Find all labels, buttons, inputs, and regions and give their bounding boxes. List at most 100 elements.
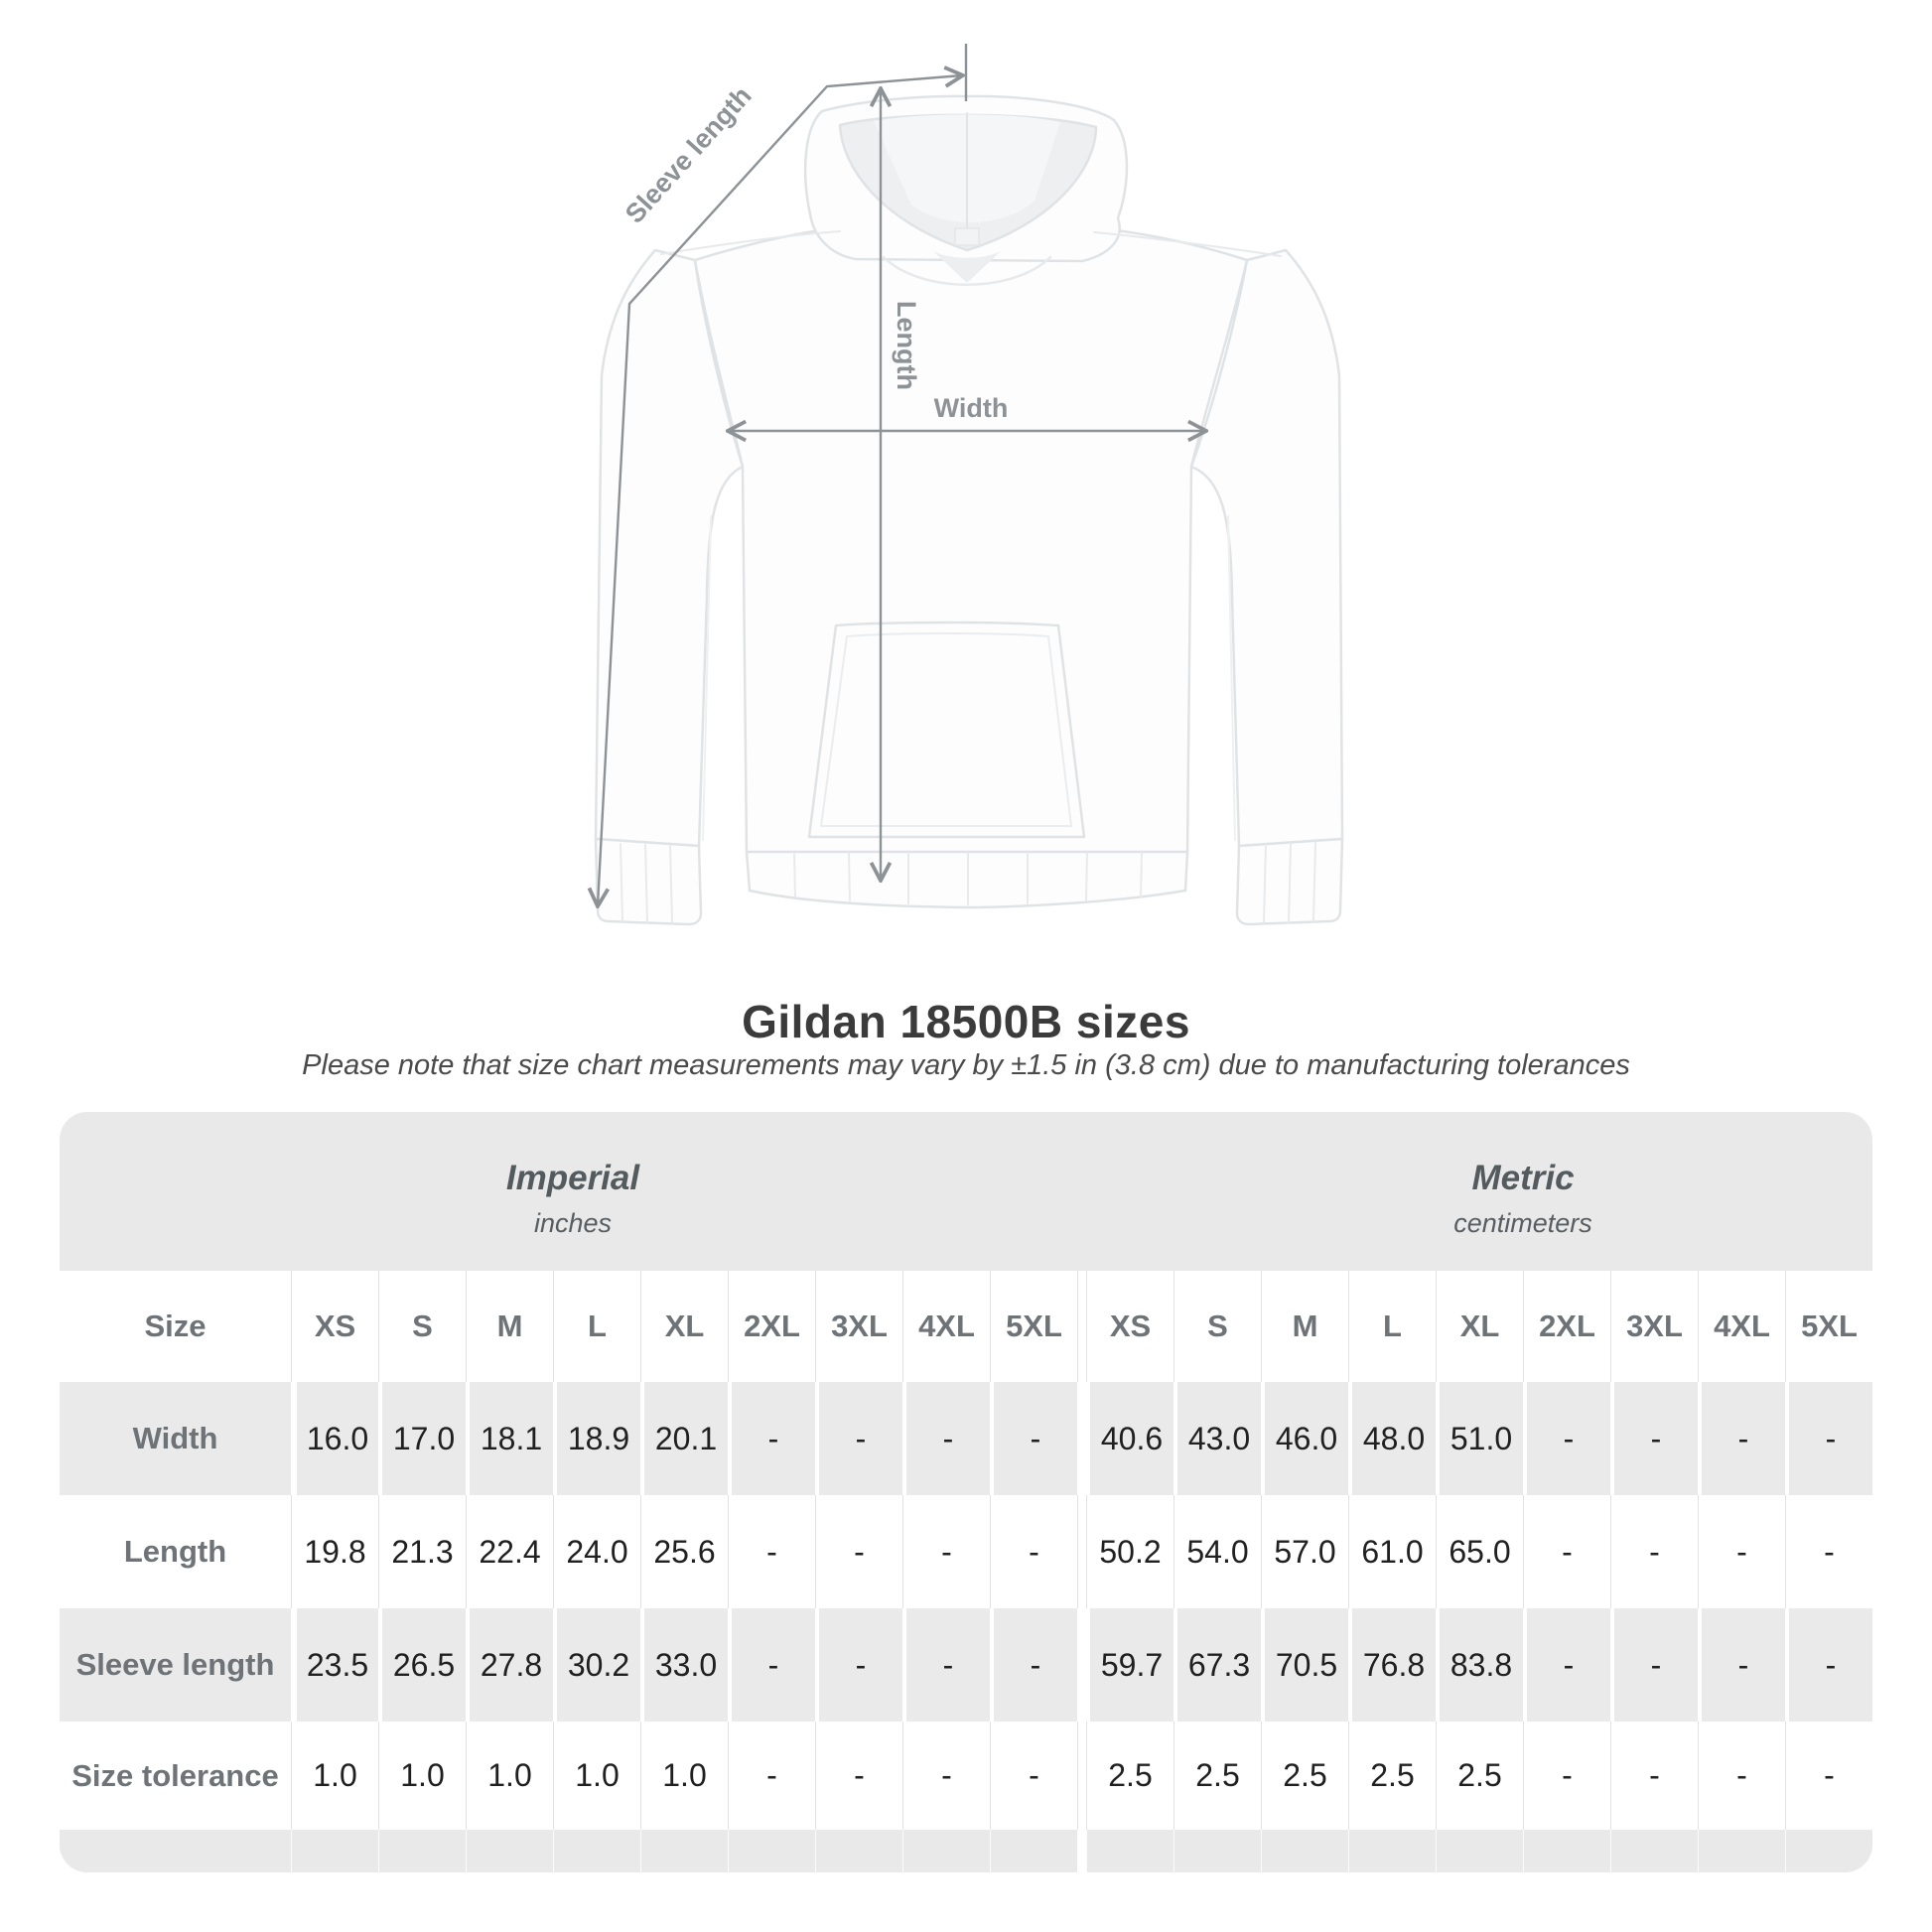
size-col-2xl: 2XL xyxy=(728,1271,815,1382)
size-header-row: Size XS S M L XL 2XL 3XL 4XL 5XL XS S M L XL 2XL 3XL 4XL… xyxy=(60,1271,1872,1382)
footer-cell xyxy=(815,1830,902,1872)
row-label: Width xyxy=(132,1421,218,1455)
metric-value: 50.2 xyxy=(1086,1495,1173,1608)
imperial-value: 1.0 xyxy=(553,1722,640,1830)
size-table: Imperial inches Metric centimeters Size … xyxy=(60,1112,1872,1872)
row-label: Length xyxy=(123,1534,227,1569)
unit-divider xyxy=(1077,1830,1086,1872)
metric-value: 65.0 xyxy=(1436,1495,1523,1608)
imperial-unit: inches xyxy=(533,1207,613,1238)
imperial-value: 18.1 xyxy=(466,1382,553,1495)
imperial-value: - xyxy=(990,1382,1077,1495)
size-col-3xl: 3XL xyxy=(1610,1271,1698,1382)
imperial-value: 19.8 xyxy=(291,1495,378,1608)
size-col-xl: XL xyxy=(640,1271,728,1382)
footer-cell xyxy=(1173,1830,1261,1872)
row-label: Size tolerance xyxy=(71,1757,279,1793)
metric-value: - xyxy=(1523,1722,1610,1830)
hoodie-illustration xyxy=(594,94,1344,926)
imperial-value: - xyxy=(902,1722,990,1830)
imperial-value: 18.9 xyxy=(553,1382,640,1495)
footer-cell xyxy=(1261,1830,1348,1872)
imperial-value: 24.0 xyxy=(553,1495,640,1608)
metric-value: 57.0 xyxy=(1261,1495,1348,1608)
imperial-value: 30.2 xyxy=(553,1608,640,1722)
metric-value: 51.0 xyxy=(1436,1382,1523,1495)
footer-cell xyxy=(60,1830,291,1872)
imperial-value: - xyxy=(728,1495,815,1608)
metric-value: 83.8 xyxy=(1436,1608,1523,1722)
measurement-annotations xyxy=(598,44,1205,905)
imperial-value: - xyxy=(728,1382,815,1495)
unit-section-header: Imperial inches Metric centimeters xyxy=(60,1112,1872,1271)
table-row-size-tolerance: Size tolerance 1.0 1.0 1.0 1.0 1.0- - - -2.5 2.5 2… xyxy=(60,1722,1872,1830)
unit-divider xyxy=(1077,1271,1086,1382)
size-col-s: S xyxy=(378,1271,466,1382)
metric-value: 46.0 xyxy=(1261,1382,1348,1495)
metric-value: 2.5 xyxy=(1173,1722,1261,1830)
footer-cell xyxy=(640,1830,728,1872)
imperial-value: 33.0 xyxy=(640,1608,728,1722)
metric-value: - xyxy=(1785,1495,1872,1608)
table-body: Width 16.0 17.0 18.1 18.9 20.1- - - -40.6 43.0 46.… xyxy=(60,1382,1872,1830)
table-footer xyxy=(60,1830,1872,1872)
size-col-4xl: 4XL xyxy=(902,1271,990,1382)
imperial-value: - xyxy=(990,1495,1077,1608)
hoodie-left-cuff xyxy=(594,837,703,926)
table-row-sleeve-length: Sleeve length 23.5 26.5 27.8 30.2 33.0- - - -59.… xyxy=(60,1608,1872,1722)
page-title: Gildan 18500B sizes xyxy=(742,996,1190,1047)
table-row-width: Width 16.0 17.0 18.1 18.9 20.1- - - -40.6 43.0 46.… xyxy=(60,1382,1872,1495)
footer-cell xyxy=(291,1830,378,1872)
table-row-length: Length 19.8 21.3 22.4 24.0 25.6- - - -50.2 54.0 57… xyxy=(60,1495,1872,1608)
imperial-value: 16.0 xyxy=(291,1382,378,1495)
size-col-xl: XL xyxy=(1436,1271,1523,1382)
metric-value: 43.0 xyxy=(1173,1382,1261,1495)
footer-cell xyxy=(1523,1830,1610,1872)
imperial-value: 1.0 xyxy=(466,1722,553,1830)
metric-value: 48.0 xyxy=(1348,1382,1436,1495)
metric-unit: centimeters xyxy=(1453,1207,1592,1238)
imperial-value: 1.0 xyxy=(291,1722,378,1830)
size-col-m: M xyxy=(466,1271,553,1382)
metric-value: - xyxy=(1785,1608,1872,1722)
imperial-value: 1.0 xyxy=(640,1722,728,1830)
metric-value: 61.0 xyxy=(1348,1495,1436,1608)
sleeve-length-label: Sleeve length xyxy=(620,80,758,228)
imperial-value: - xyxy=(728,1722,815,1830)
metric-value: - xyxy=(1698,1608,1785,1722)
imperial-value: 27.8 xyxy=(466,1608,553,1722)
size-col-s: S xyxy=(1173,1271,1261,1382)
metric-value: - xyxy=(1785,1382,1872,1495)
imperial-value: - xyxy=(728,1608,815,1722)
size-col-5xl: 5XL xyxy=(990,1271,1077,1382)
imperial-value: - xyxy=(815,1608,902,1722)
metric-value: 2.5 xyxy=(1261,1722,1348,1830)
metric-value: 2.5 xyxy=(1086,1722,1173,1830)
metric-value: - xyxy=(1523,1382,1610,1495)
footer-cell xyxy=(728,1830,815,1872)
footer-cell xyxy=(1436,1830,1523,1872)
metric-value: - xyxy=(1523,1608,1610,1722)
metric-value: - xyxy=(1523,1495,1610,1608)
unit-divider xyxy=(1077,1722,1086,1830)
imperial-value: - xyxy=(990,1608,1077,1722)
imperial-value: - xyxy=(990,1722,1077,1830)
imperial-value: 21.3 xyxy=(378,1495,466,1608)
imperial-value: - xyxy=(815,1495,902,1608)
imperial-value: 23.5 xyxy=(291,1608,378,1722)
footer-cell xyxy=(1610,1830,1698,1872)
metric-value: 70.5 xyxy=(1261,1608,1348,1722)
imperial-value: 22.4 xyxy=(466,1495,553,1608)
footer-cell xyxy=(1348,1830,1436,1872)
imperial-value: - xyxy=(902,1382,990,1495)
row-label: Sleeve length xyxy=(75,1647,275,1682)
footer-cell xyxy=(1698,1830,1785,1872)
unit-divider xyxy=(1077,1495,1086,1608)
metric-value: - xyxy=(1610,1382,1698,1495)
size-col-xs: XS xyxy=(291,1271,378,1382)
metric-value: 2.5 xyxy=(1348,1722,1436,1830)
metric-value: 54.0 xyxy=(1173,1495,1261,1608)
size-col-m: M xyxy=(1261,1271,1348,1382)
metric-value: 67.3 xyxy=(1173,1608,1261,1722)
footer-cell xyxy=(553,1830,640,1872)
